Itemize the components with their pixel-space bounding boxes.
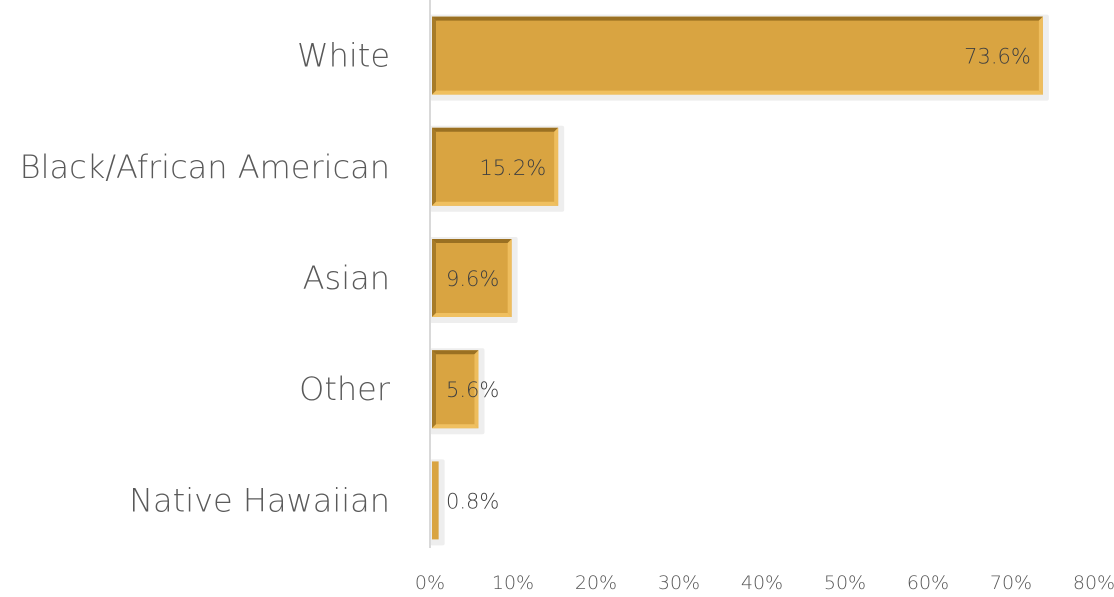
bar-native-hawaiian [430,459,445,546]
bars-layer [430,14,1049,546]
bar-bevel-bottom [432,90,1043,95]
bar-bevel-bottom [432,313,512,317]
category-label-black-african-american: Black/African American [20,148,390,186]
bar-bevel-top [432,16,1043,21]
bar-black-african-american [430,125,565,212]
x-tick-label: 0% [415,572,445,594]
bar-bevel-top [432,127,559,132]
x-tick-label: 40% [741,572,783,594]
data-label-other: 5.6% [446,378,499,402]
bar-asian [430,237,518,323]
bar-bevel-top [432,350,479,355]
bar-face [432,239,512,317]
x-tick-label: 70% [990,572,1032,594]
x-tick-label: 80% [1073,572,1114,594]
bar-face [432,461,439,540]
bar-face [432,350,479,429]
x-tick-label: 50% [824,572,866,594]
x-tick-label: 10% [492,572,534,594]
bar-bevel-right [554,127,559,206]
category-label-other: Other [299,370,391,408]
data-label-asian: 9.6% [446,267,499,291]
x-tick-label: 30% [658,572,700,594]
x-tick-label: 20% [575,572,617,594]
category-label-asian: Asian [303,259,390,297]
bar-bevel-left [432,127,436,206]
bar-bevel-right [507,239,512,317]
bar-white [430,14,1049,101]
bar-bevel-left [432,16,436,95]
bar-face [432,127,559,206]
bar-bevel-right [1038,16,1043,95]
bar-other [430,348,485,435]
bar-bevel-bottom [432,424,479,429]
x-axis-tick-labels: 0% 10% 20% 30% 40% 50% 60% 70% 80% [415,572,1114,594]
bar-face [432,16,1043,95]
category-label-native-hawaiian: Native Hawaiian [129,481,390,519]
data-label-native-hawaiian: 0.8% [446,489,499,513]
data-labels: 73.6% 15.2% 9.6% 5.6% 0.8% [446,45,1031,514]
x-tick-label: 60% [907,572,949,594]
bar-bevel-bottom [432,201,559,206]
category-labels: White Black/African American Asian Other Nat… [20,37,391,520]
bar-bevel-top [432,239,512,243]
bar-bevel-left [432,350,436,429]
category-label-white: White [297,37,390,75]
data-label-white: 73.6% [964,45,1031,69]
bar-bevel-right [474,350,479,429]
bar-bevel-left [432,239,436,317]
data-label-black-african-american: 15.2% [479,156,546,180]
